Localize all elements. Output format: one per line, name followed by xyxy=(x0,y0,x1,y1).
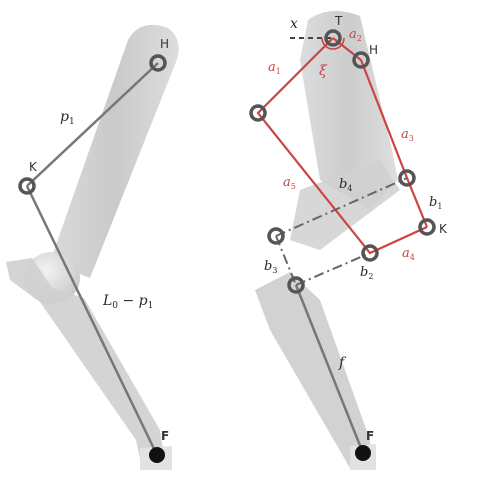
right-f-line xyxy=(294,284,365,454)
left-l0-minus-p1-label: L0 − p1 xyxy=(102,293,153,311)
right-hip-label: H xyxy=(369,43,378,57)
right-x-label: x xyxy=(290,16,298,32)
left-knee-label: K xyxy=(29,160,38,174)
right-angle-arc-a2 xyxy=(321,37,345,50)
right-knee-joint xyxy=(418,218,436,236)
left-hip-label: H xyxy=(160,37,169,51)
right-b4-line xyxy=(275,177,408,237)
left-p1-label: p1 xyxy=(60,109,75,127)
right-top-label: T xyxy=(334,14,343,28)
right-b2-line xyxy=(295,252,371,286)
right-a4-joint xyxy=(361,244,379,262)
right-shin-shape xyxy=(255,272,372,468)
left-foot-point xyxy=(149,447,165,463)
right-foot-point xyxy=(355,445,371,461)
right-b1-label: b1 xyxy=(429,195,442,211)
left-line-knee-foot xyxy=(25,185,159,456)
left-knee-joint xyxy=(18,177,36,195)
right-b3-b4-joint xyxy=(267,227,285,245)
right-thigh-shape xyxy=(300,10,398,210)
left-shin-shape xyxy=(6,258,166,468)
right-leg: T H K F x ξ a2 a1 a3 a5 a4 b1 b4 b3 b2 f xyxy=(249,10,448,470)
right-top-joint xyxy=(324,29,342,47)
right-foot-label: F xyxy=(366,429,374,443)
right-a3-label: a3 xyxy=(401,127,414,143)
right-xi-label: ξ xyxy=(319,63,328,79)
left-thigh-shape xyxy=(50,24,179,278)
left-foot-label: F xyxy=(161,429,169,443)
right-b2-label: b2 xyxy=(360,265,373,281)
right-knee-label: K xyxy=(439,222,448,236)
right-red-linkage-right xyxy=(332,37,429,228)
left-hip-joint xyxy=(149,54,167,72)
right-b3-line xyxy=(275,235,297,286)
right-shank-joint xyxy=(287,276,305,294)
left-line-hip-knee xyxy=(26,62,159,187)
right-a5-label: a5 xyxy=(283,175,296,191)
right-b3-label: b3 xyxy=(264,259,277,275)
right-f-label: f xyxy=(338,355,347,371)
right-red-linkage-left xyxy=(256,37,428,255)
left-leg: H K F p1 L0 − p1 xyxy=(6,24,179,470)
right-b4-label: b4 xyxy=(339,177,352,193)
right-a1-a5-joint xyxy=(249,104,267,122)
right-hip-joint xyxy=(352,51,370,69)
right-a1-label: a1 xyxy=(268,60,281,76)
right-a2-label: a2 xyxy=(349,27,362,43)
right-b1-joint xyxy=(398,169,416,187)
right-a4-label: a4 xyxy=(402,246,415,262)
